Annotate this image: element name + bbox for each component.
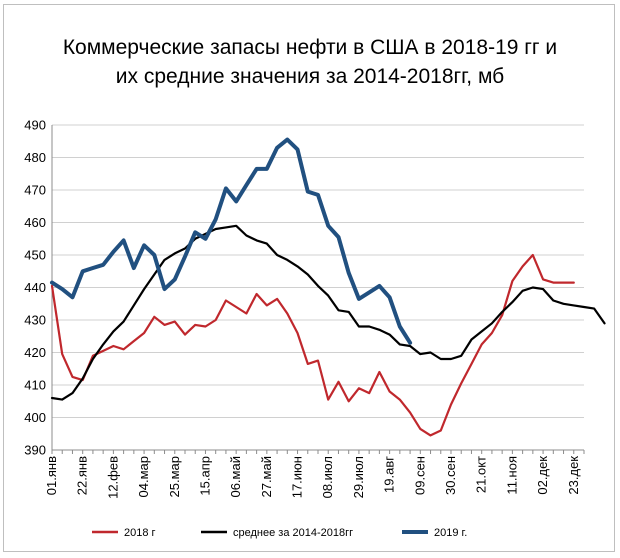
x-tick-label: 19.авг bbox=[382, 456, 397, 493]
y-tick-label: 460 bbox=[24, 215, 46, 230]
x-tick-label: 27.май bbox=[259, 456, 274, 498]
chart-title-line-1: Коммерческие запасы нефти в США в 2018-1… bbox=[63, 36, 557, 59]
x-tick-label: 06.май bbox=[228, 456, 243, 498]
y-tick-label: 490 bbox=[24, 118, 46, 133]
legend-label-0: 2018 г bbox=[124, 527, 156, 539]
x-tick-label: 22.янв bbox=[75, 456, 90, 495]
y-tick-label: 420 bbox=[24, 345, 46, 360]
axes bbox=[51, 125, 585, 454]
legend-label-1: среднее за 2014-2018гг bbox=[233, 527, 353, 539]
chart-frame: Коммерческие запасы нефти в США в 2018-1… bbox=[3, 4, 615, 552]
series-line-1 bbox=[50, 224, 606, 401]
x-tick-label: 02.дек bbox=[535, 456, 550, 495]
series-lines bbox=[50, 137, 606, 437]
x-tick-label: 30.сен bbox=[443, 456, 458, 495]
y-tick-label: 410 bbox=[24, 378, 46, 393]
x-tick-label: 08.июл bbox=[320, 456, 335, 498]
y-tick-label: 470 bbox=[24, 183, 46, 198]
chart-title: Коммерческие запасы нефти в США в 2018-1… bbox=[63, 36, 557, 88]
chart-title-line-2: их средние значения за 2014-2018гг, мб bbox=[116, 65, 504, 88]
x-tick-label: 21.окт bbox=[474, 456, 489, 493]
x-tick-label: 04.мар bbox=[136, 456, 151, 497]
legend: 2018 г среднее за 2014-2018гг 2019 г. bbox=[92, 527, 467, 539]
y-tick-label: 440 bbox=[24, 280, 46, 295]
x-tick-labels: 01.янв 22.янв 12.фев 04.мар 25.мар 15.апр 06.м… bbox=[44, 456, 581, 499]
legend-label-2: 2019 г. bbox=[434, 527, 467, 539]
y-tick-labels: 390 400 410 420 430 440 450 460 470 480 490 bbox=[24, 118, 46, 458]
y-tick-label: 400 bbox=[24, 410, 46, 425]
x-tick-label: 09.сен bbox=[412, 456, 427, 495]
x-tick-label: 15.апр bbox=[197, 456, 212, 496]
x-tick-label: 25.мар bbox=[167, 456, 182, 497]
x-tick-label: 01.янв bbox=[44, 456, 59, 495]
x-tick-label: 23.дек bbox=[566, 456, 581, 495]
y-tick-label: 480 bbox=[24, 150, 46, 165]
x-tick-label: 29.июл bbox=[351, 456, 366, 498]
x-tick-label: 11.ноя bbox=[504, 456, 519, 495]
y-tick-label: 430 bbox=[24, 313, 46, 328]
series-line-2 bbox=[50, 137, 413, 345]
chart-svg: Коммерческие запасы нефти в США в 2018-1… bbox=[24, 36, 606, 539]
series-line-0 bbox=[50, 253, 575, 437]
gridlines bbox=[52, 124, 584, 418]
x-tick-label: 12.фев bbox=[105, 456, 120, 499]
y-tick-label: 450 bbox=[24, 248, 46, 263]
y-tick-label: 390 bbox=[24, 443, 46, 458]
x-tick-label: 17.июн bbox=[290, 456, 305, 498]
